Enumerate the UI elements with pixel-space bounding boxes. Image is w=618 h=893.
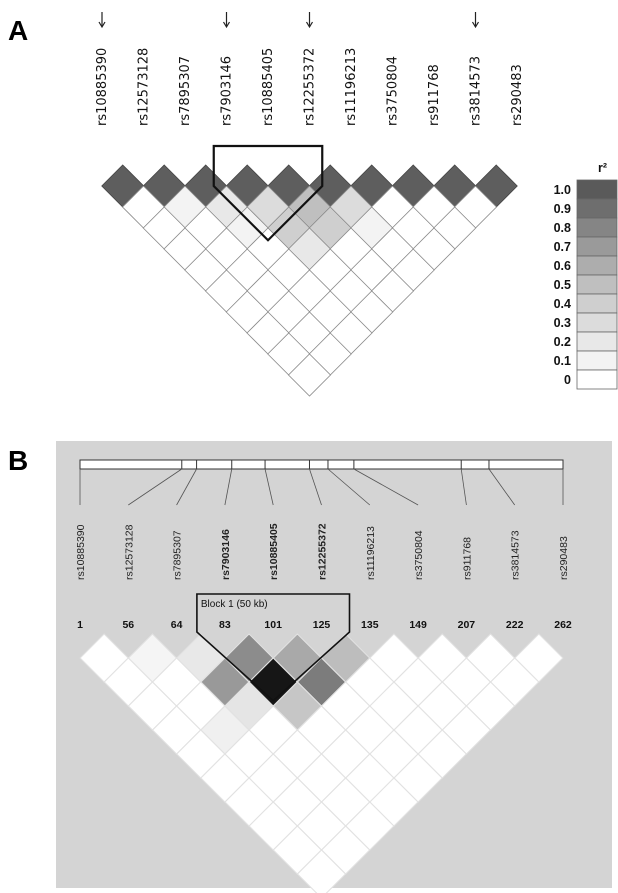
panel-a-snp-label: rs10885405: [261, 48, 276, 126]
panel-b: rs10885390 1 rs12573128 56 rs7895307 64 rs7903…: [75, 459, 572, 893]
snp-position-label: 125: [313, 619, 331, 631]
legend-level-label: 0.1: [554, 354, 571, 368]
snp-position-label: 83: [219, 619, 231, 631]
panel-b-snp-label: rs911768: [461, 537, 473, 580]
r2-scale-legend: r² 1.0 0.9 0.8 0.7 0.6 0.5 0.4 0.3 0.2 0.1 0: [554, 161, 618, 390]
snp-position-label: 64: [171, 619, 183, 631]
panel-b-snp-label: rs12573128: [123, 524, 135, 580]
haplotype-block-outline: [196, 593, 351, 702]
legend-swatch: [576, 350, 618, 371]
snp-connector-line: [176, 468, 197, 506]
panel-a-snp-label: rs7895307: [178, 56, 193, 126]
legend-swatch: [576, 312, 618, 333]
legend-level-label: 0.3: [554, 316, 571, 330]
legend-swatch: [576, 331, 618, 352]
snp-connector-line: [264, 468, 274, 506]
snp-arrow-head-icon: [98, 21, 106, 29]
panel-b-snp-label: rs7895307: [172, 530, 184, 580]
physical-map-bar: [79, 459, 564, 470]
legend-level-label: 0.6: [554, 259, 571, 273]
legend-swatch: [576, 274, 618, 295]
panel-b-snp-label: rs290483: [558, 536, 570, 580]
snp-arrow-head-icon: [471, 21, 480, 29]
legend-swatch: [576, 293, 618, 314]
panel-a-snp-label: rs12573128: [137, 48, 152, 126]
snp-position-label: 222: [506, 619, 524, 631]
panel-b-snp-label: rs12255372: [317, 523, 329, 580]
panel-b-label: B: [8, 445, 28, 476]
panel-b-snp-label: rs10885405: [268, 523, 280, 580]
snp-position-label: 207: [458, 619, 476, 631]
ld-cell: [287, 353, 332, 397]
snp-connector-line: [353, 468, 419, 506]
panel-a-snp-label: rs3750804: [386, 56, 401, 126]
legend-swatch: [576, 369, 618, 390]
panel-a: rs10885390 rs12573128 rs7895307 rs7903146 rs…: [95, 12, 525, 397]
snp-connector-line: [488, 468, 516, 506]
haplotype-block-outline: [212, 144, 324, 242]
legend-swatch: [576, 236, 618, 257]
panel-a-snp-label: rs11196213: [344, 48, 359, 126]
legend-level-label: 0.2: [554, 335, 571, 349]
panel-b-snp-label: rs7903146: [220, 529, 232, 580]
panel-a-snp-label: rs7903146: [220, 56, 235, 126]
legend-level-label: 1.0: [554, 183, 571, 197]
snp-position-label: 149: [409, 619, 427, 631]
snp-position-label: 56: [122, 619, 134, 631]
panel-b-snp-label: rs11196213: [365, 526, 377, 580]
panel-a-snp-label: rs911768: [427, 64, 442, 126]
snp-position-label: 262: [554, 619, 572, 631]
snp-connector-line: [224, 468, 233, 506]
panel-b-snp-label: rs3750804: [413, 530, 425, 580]
legend-level-label: 0: [564, 373, 571, 387]
r2-legend-title: r²: [598, 161, 607, 175]
panel-a-label: A: [8, 15, 28, 46]
legend-swatch: [576, 217, 618, 238]
snp-position-label: 135: [361, 619, 379, 631]
legend-level-label: 0.9: [554, 202, 571, 216]
snp-position-label: 101: [264, 619, 282, 631]
legend-level-label: 0.5: [554, 278, 571, 292]
panel-a-snp-label: rs10885390: [95, 48, 110, 126]
panel-a-snp-label: rs3814573: [469, 56, 484, 126]
snp-arrow-head-icon: [222, 21, 231, 29]
snp-connector-line: [327, 468, 371, 506]
snp-position-label: 1: [77, 619, 83, 631]
panel-b-snp-label: rs10885390: [75, 524, 87, 580]
snp-connector-line: [128, 468, 183, 506]
panel-a-snp-label: rs12255372: [303, 48, 318, 126]
snp-arrow-head-icon: [305, 21, 314, 29]
legend-level-label: 0.7: [554, 240, 571, 254]
snp-connector-line: [309, 468, 322, 506]
panel-b-snp-label: rs3814573: [510, 530, 522, 580]
legend-level-label: 0.8: [554, 221, 571, 235]
legend-swatch: [576, 179, 618, 200]
block-label: Block 1 (50 kb): [201, 599, 268, 610]
ld-cell: [296, 849, 347, 893]
panel-a-snp-label: rs290483: [510, 64, 525, 126]
legend-swatch: [576, 255, 618, 276]
snp-connector-line: [460, 468, 467, 506]
legend-swatch: [576, 198, 618, 219]
legend-level-label: 0.4: [554, 297, 571, 311]
